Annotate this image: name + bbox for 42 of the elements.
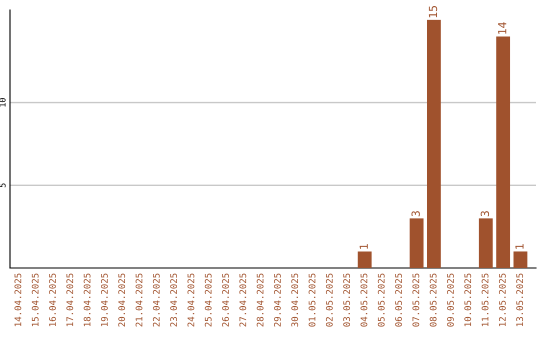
x-tick-label: 08.05.2025 bbox=[430, 274, 437, 327]
x-tick-label: 17.04.2025 bbox=[66, 274, 74, 326]
data-label: 1 bbox=[515, 244, 524, 249]
bar bbox=[358, 251, 372, 268]
x-tick-label: 04.05.2025 bbox=[360, 274, 368, 327]
x-tick-label: 01.05.2025 bbox=[308, 274, 316, 327]
x-tick-label: 18.04.2025 bbox=[84, 274, 91, 326]
bar bbox=[478, 218, 493, 268]
bar bbox=[514, 251, 528, 268]
x-tick-label: 26.04.2025 bbox=[222, 274, 229, 327]
x-tick-label: 30.04.2025 bbox=[291, 274, 298, 327]
x-tick-label: 20.04.2025 bbox=[118, 274, 126, 327]
x-tick-label: 03.05.2025 bbox=[343, 274, 350, 327]
data-label: 3 bbox=[480, 211, 490, 216]
x-tick-label: 06.05.2025 bbox=[395, 274, 402, 327]
x-tick-label: 24.04.2025 bbox=[187, 274, 194, 327]
x-tick-label: 02.05.2025 bbox=[326, 274, 333, 327]
data-label: 1 bbox=[360, 244, 368, 249]
data-label: 14 bbox=[498, 22, 506, 34]
x-tick-label: 23.04.2025 bbox=[170, 274, 178, 327]
x-tick-label: 13.05.2025 bbox=[516, 274, 524, 326]
data-label: 15 bbox=[428, 6, 438, 18]
data-label: 3 bbox=[411, 211, 420, 216]
x-tick-label: 28.04.2025 bbox=[256, 274, 264, 327]
x-tick-label: 21.04.2025 bbox=[136, 274, 142, 327]
x-tick-label: 05.05.2025 bbox=[378, 274, 385, 327]
x-tick-label: 12.05.2025 bbox=[498, 274, 506, 326]
x-tick-label: 15.04.2025 bbox=[32, 274, 39, 326]
x-tick-label: 14.04.2025 bbox=[14, 274, 22, 326]
x-tick-label: 27.04.2025 bbox=[239, 274, 246, 327]
bar bbox=[426, 20, 441, 268]
x-tick-label: 10.05.2025 bbox=[464, 274, 472, 326]
x-tick-label: 07.05.2025 bbox=[412, 274, 420, 327]
x-tick-label: 25.04.2025 bbox=[204, 274, 212, 327]
bar bbox=[496, 36, 510, 268]
x-tick-label: 29.04.2025 bbox=[274, 274, 281, 327]
bar bbox=[410, 218, 424, 268]
x-tick-label: 11.05.2025 bbox=[482, 274, 488, 326]
x-tick-label: 19.04.2025 bbox=[100, 274, 108, 326]
x-tick-label: 09.05.2025 bbox=[447, 274, 454, 327]
x-tick-label: 22.04.2025 bbox=[152, 274, 160, 327]
x-tick-label: 16.04.2025 bbox=[49, 274, 56, 326]
